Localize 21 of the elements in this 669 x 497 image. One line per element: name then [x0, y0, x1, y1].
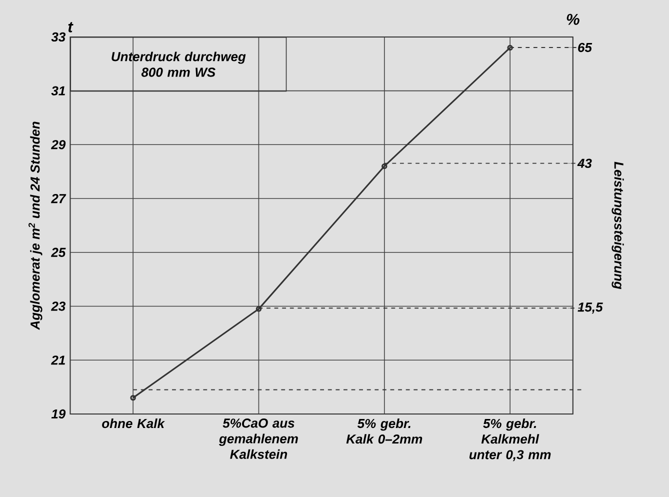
- x-tick-label: ohne Kalk: [102, 418, 165, 428]
- y-tick-label: 19: [51, 409, 66, 418]
- y-tick-label: 33: [51, 32, 66, 42]
- x-tick-label: 5% gebr. Kalk 0–2mm: [346, 418, 422, 444]
- y2-tick-label: 65: [578, 42, 592, 52]
- y-tick-label: 25: [50, 248, 66, 257]
- x-tick-label: 5%CaO aus gemahlenem Kalkstein: [218, 418, 298, 459]
- y-tick-label: 21: [50, 356, 65, 365]
- point: [382, 163, 388, 170]
- text: t: [68, 22, 74, 32]
- y-tick-label: 27: [50, 194, 66, 204]
- text: %: [566, 14, 580, 25]
- x-tick-label: 5% gebr. Kalkmehl unter 0,3 mm: [469, 418, 551, 462]
- y2-tick-label: 43: [577, 158, 592, 168]
- y2-axis-title: Leistungssteigerung: [612, 162, 624, 290]
- y-tick-label: 23: [50, 302, 66, 311]
- y-axis-title: Agglomerat je m$^{2}$ und 24 Stunden: [28, 122, 42, 330]
- point: [256, 306, 262, 312]
- y-tick-label: 29: [50, 140, 66, 150]
- y-tick-label: 31: [51, 86, 65, 96]
- y2-tick-label: 15,5: [578, 302, 603, 314]
